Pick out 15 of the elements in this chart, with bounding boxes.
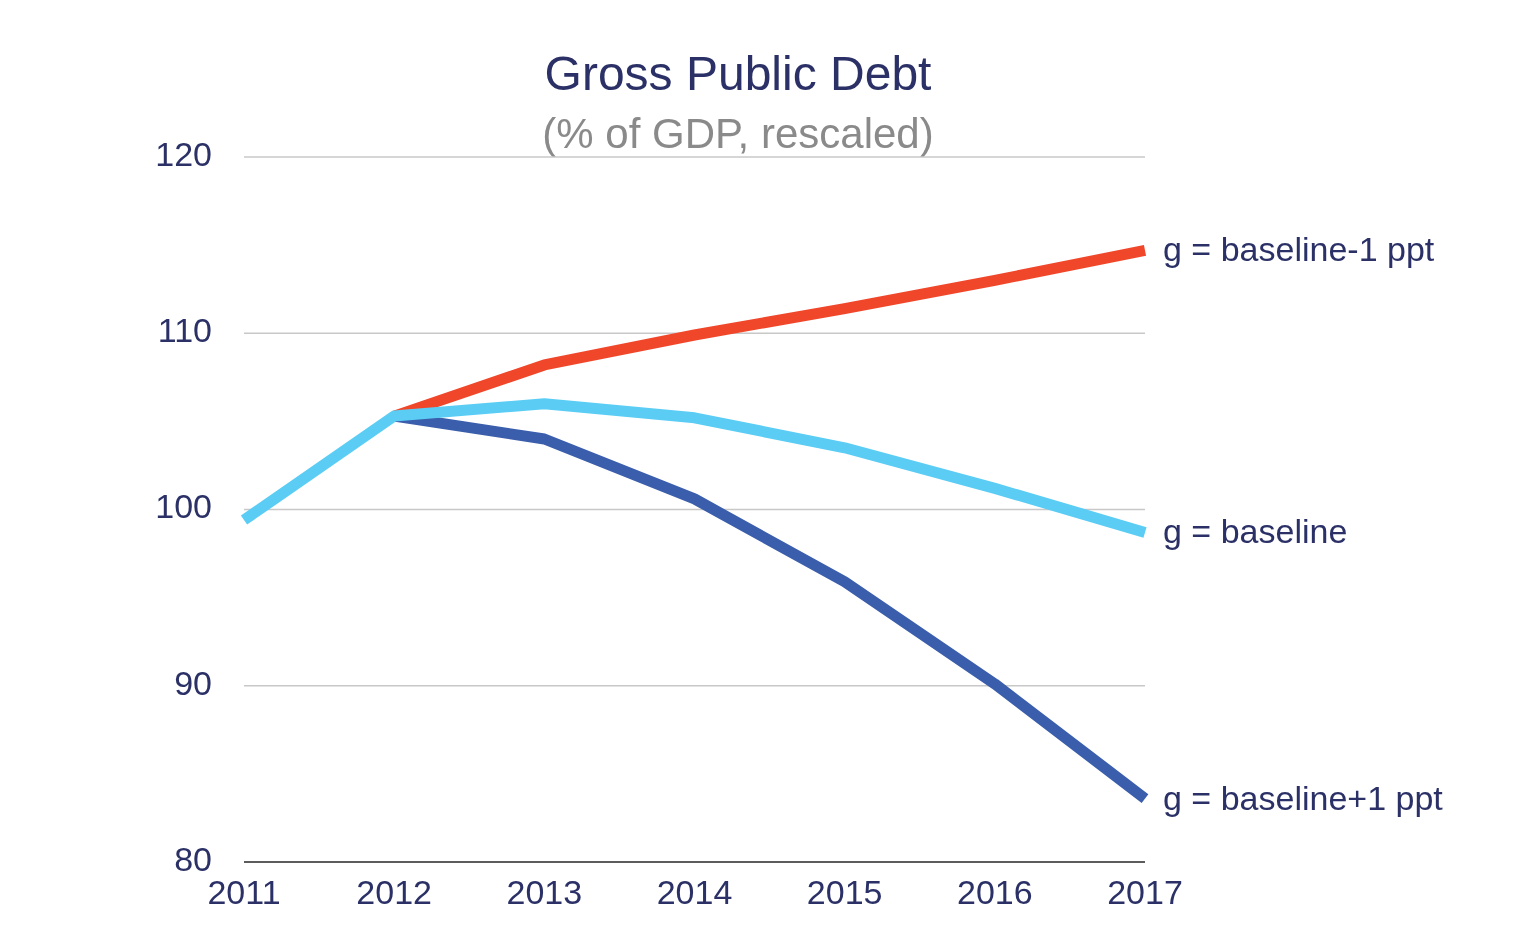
- y-tick-label: 120: [155, 134, 212, 173]
- chart-title: Gross Public Debt: [544, 47, 932, 100]
- series-label: g = baseline-1 ppt: [1163, 230, 1435, 269]
- chart-subtitle: (% of GDP, rescaled): [542, 110, 934, 157]
- x-tick-label: 2015: [806, 873, 883, 911]
- series-label: g = baseline: [1163, 512, 1348, 551]
- y-tick-label: 100: [155, 487, 212, 526]
- x-tick-label: 2012: [356, 873, 432, 911]
- y-tick-label: 90: [174, 663, 212, 702]
- x-tick-label: 2014: [656, 873, 733, 911]
- x-tick-label: 2016: [957, 873, 1033, 911]
- y-tick-label: 110: [157, 311, 212, 350]
- series-label: g = baseline+1 ppt: [1163, 778, 1444, 817]
- x-tick-label: 2017: [1107, 873, 1183, 911]
- x-tick-label: 2013: [506, 873, 583, 911]
